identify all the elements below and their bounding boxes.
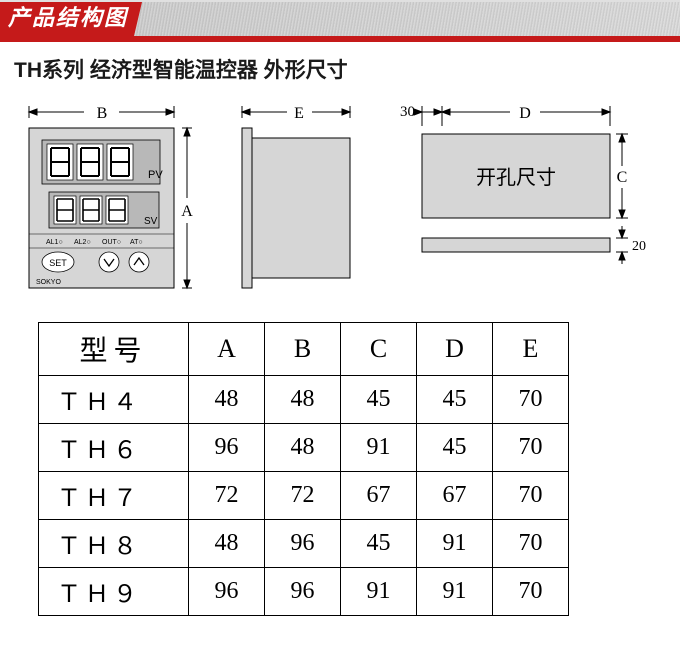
header-bar: 产品结构图 bbox=[0, 0, 680, 36]
th-model: 型号 bbox=[39, 323, 189, 376]
table-row: ＴＨ６9648914570 bbox=[39, 424, 569, 472]
down-button bbox=[99, 252, 119, 272]
svg-text:AL1○: AL1○ bbox=[46, 239, 63, 246]
set-button: SET bbox=[42, 252, 74, 272]
diagram-row: B A bbox=[14, 98, 666, 298]
svg-text:AT○: AT○ bbox=[130, 239, 143, 246]
dim-e-label: E bbox=[294, 105, 304, 122]
table-header-row: 型号 A B C D E bbox=[39, 323, 569, 376]
table-row: ＴＨ７7272676770 bbox=[39, 472, 569, 520]
svg-text:C: C bbox=[617, 169, 628, 186]
front-panel-diagram: B A bbox=[14, 98, 214, 298]
svg-text:30: 30 bbox=[400, 104, 415, 120]
dim-b-label: B bbox=[97, 105, 108, 122]
sv-digits bbox=[54, 196, 128, 224]
svg-text:AL2○: AL2○ bbox=[74, 239, 91, 246]
svg-text:SET: SET bbox=[49, 258, 67, 268]
dimensions-table: 型号 A B C D E ＴＨ４4848454570ＴＨ６9648914570Ｔ… bbox=[38, 322, 569, 616]
table-row: ＴＨ９9696919170 bbox=[39, 568, 569, 616]
table-row: ＴＨ８4896459170 bbox=[39, 520, 569, 568]
sv-label: SV bbox=[144, 216, 158, 227]
header-title: 产品结构图 bbox=[0, 2, 142, 36]
brand-label: SOKYO bbox=[36, 279, 61, 286]
table-row: ＴＨ４4848454570 bbox=[39, 376, 569, 424]
svg-text:OUT○: OUT○ bbox=[102, 239, 121, 246]
dim-a-label: A bbox=[181, 203, 193, 220]
svg-text:20: 20 bbox=[632, 239, 646, 254]
pv-label: PV bbox=[148, 169, 163, 181]
pv-digits bbox=[47, 144, 133, 180]
cutout-diagram: 30 D 开孔尺寸 bbox=[380, 98, 650, 298]
svg-text:开孔尺寸: 开孔尺寸 bbox=[476, 166, 556, 189]
up-button bbox=[129, 252, 149, 272]
side-panel-diagram: E bbox=[232, 98, 362, 298]
svg-text:D: D bbox=[519, 105, 531, 122]
page-subtitle: TH系列 经济型智能温控器 外形尺寸 bbox=[14, 54, 666, 84]
